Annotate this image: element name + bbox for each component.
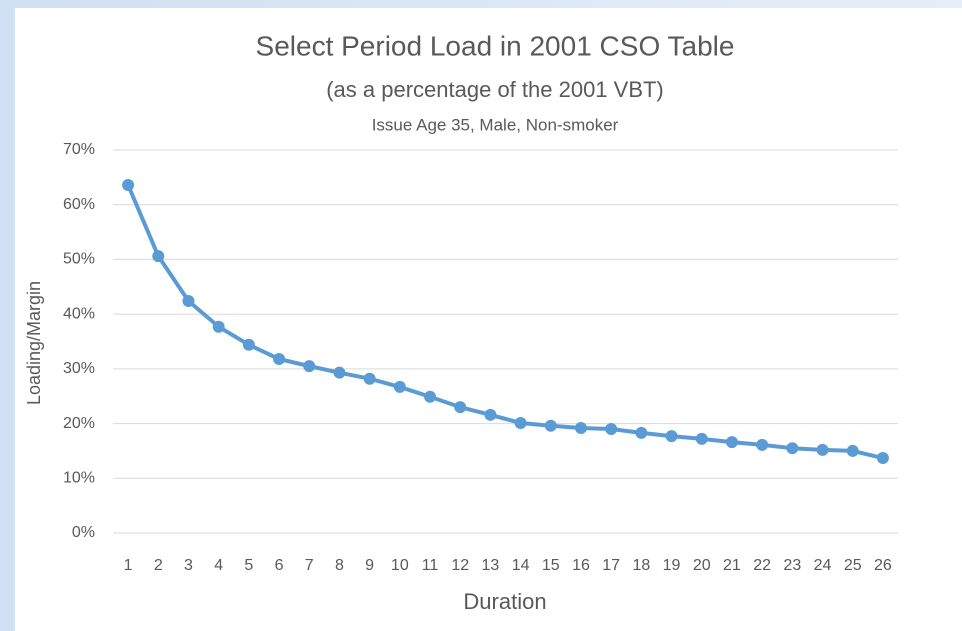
x-tick-label: 16 (572, 557, 590, 574)
y-axis-label: Loading/Margin (24, 281, 44, 405)
y-tick-label: 70% (63, 141, 95, 158)
data-point (182, 295, 195, 308)
y-tick-label: 40% (63, 305, 95, 322)
x-tick-label: 7 (305, 557, 314, 574)
data-point (122, 179, 135, 192)
data-point (454, 401, 467, 414)
y-tick-label: 10% (63, 470, 95, 487)
chart-area (15, 8, 962, 631)
data-point (786, 442, 799, 455)
data-point (544, 419, 557, 432)
x-tick-label: 22 (753, 557, 771, 574)
chart-subtitle: (as a percentage of the 2001 VBT) (326, 77, 664, 102)
data-point (514, 417, 527, 430)
data-point (756, 438, 769, 451)
x-tick-label: 11 (422, 557, 439, 574)
x-tick-label: 13 (482, 557, 500, 574)
data-point (635, 426, 648, 439)
y-tick-label: 20% (63, 415, 95, 432)
data-point (333, 366, 346, 379)
y-tick-label: 0% (72, 524, 95, 541)
x-tick-label: 23 (783, 557, 801, 574)
x-tick-label: 10 (391, 557, 409, 574)
x-tick-label: 5 (244, 557, 253, 574)
y-tick-label: 30% (63, 360, 95, 377)
x-tick-label: 4 (214, 557, 223, 574)
data-point (393, 380, 406, 393)
x-tick-label: 12 (451, 557, 469, 574)
data-point (363, 372, 376, 385)
x-tick-label: 17 (602, 557, 620, 574)
x-axis-label: Duration (463, 589, 546, 614)
x-tick-label: 8 (335, 557, 344, 574)
data-point (484, 408, 497, 421)
x-tick-label: 14 (512, 557, 530, 574)
data-point (242, 338, 255, 351)
data-point (695, 432, 708, 445)
data-point (665, 430, 678, 443)
x-tick-label: 21 (723, 557, 741, 574)
x-tick-label: 2 (154, 557, 163, 574)
x-tick-label: 25 (844, 557, 862, 574)
chart-title: Select Period Load in 2001 CSO Table (256, 30, 735, 61)
data-point (725, 436, 738, 449)
data-point (424, 390, 437, 403)
data-point (212, 320, 225, 333)
data-point (816, 443, 829, 456)
x-tick-label: 24 (814, 557, 832, 574)
data-point (303, 360, 316, 373)
data-point (273, 353, 286, 366)
data-point (152, 250, 165, 263)
chart-note: Issue Age 35, Male, Non-smoker (372, 115, 619, 134)
y-tick-label: 60% (63, 196, 95, 213)
x-tick-label: 19 (663, 557, 681, 574)
x-tick-label: 26 (874, 557, 892, 574)
x-tick-label: 15 (542, 557, 560, 574)
x-tick-label: 6 (275, 557, 284, 574)
x-tick-label: 20 (693, 557, 711, 574)
data-point (846, 444, 859, 457)
y-tick-label: 50% (63, 251, 95, 268)
data-point (876, 452, 889, 465)
data-point (574, 421, 587, 434)
x-tick-label: 3 (184, 557, 193, 574)
x-tick-label: 9 (365, 557, 374, 574)
data-point (605, 423, 618, 436)
x-tick-label: 1 (124, 557, 133, 574)
x-tick-label: 18 (632, 557, 650, 574)
